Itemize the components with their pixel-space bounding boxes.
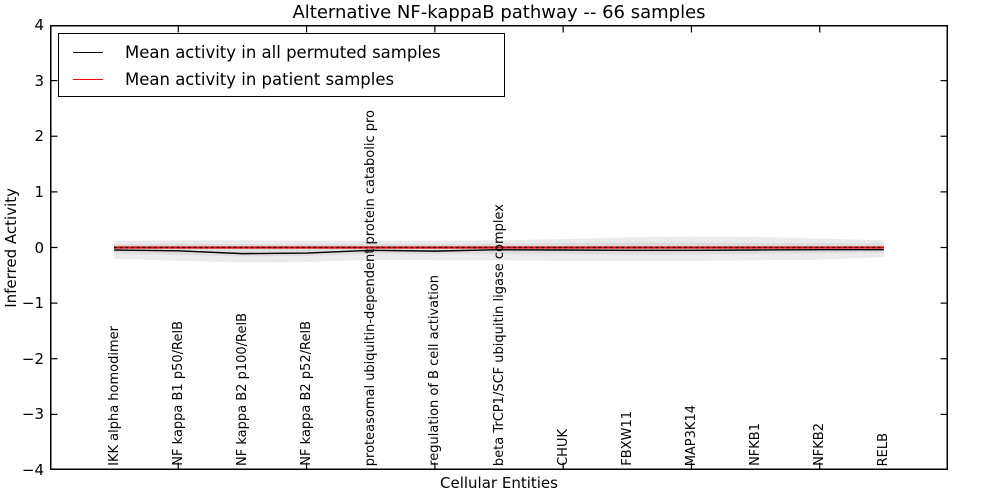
x-category-label: proteasomal ubiquitin-dependent protein … [363,109,379,466]
x-category-label: beta TrCP1/SCF ubiquitin ligase complex [491,203,507,466]
x-axis-label: Cellular Entities [440,474,558,492]
legend-label-permuted: Mean activity in all permuted samples [125,43,441,62]
x-category-label: NF kappa B2 p52/RelB [299,321,315,466]
y-tick-label: 4 [34,16,44,34]
y-tick-label: 0 [34,238,44,257]
x-category-label: MAP3K14 [683,404,699,466]
y-tick-label: −1 [21,294,44,313]
legend-line-sample-black [73,52,103,53]
legend-item-permuted: Mean activity in all permuted samples [59,39,504,66]
x-category-label: CHUK [555,429,571,466]
legend: Mean activity in all permuted samples Me… [58,33,505,97]
x-category-label: FBXW11 [619,411,635,466]
y-axis-label: Inferred Activity [2,187,20,308]
y-tick-label: 1 [34,182,44,201]
x-category-label: IKK alpha homodimer [106,326,122,466]
legend-line-sample-red [73,79,103,80]
y-tick-label: 3 [34,71,44,90]
legend-label-patient: Mean activity in patient samples [125,70,395,89]
y-tick-label: 2 [34,127,44,146]
y-axis-label-container: Inferred Activity [2,25,20,470]
chart-title: Alternative NF-kappaB pathway -- 66 samp… [292,2,706,23]
x-category-label: NFKB2 [812,423,828,466]
y-tick-label: −4 [21,461,44,479]
x-category-label: regulation of B cell activation [427,275,443,466]
mean-permuted-line [114,249,884,255]
y-tick-label: −2 [21,349,44,368]
x-category-label: NF kappa B1 p50/RelB [170,321,186,466]
plot-area [50,25,948,470]
legend-item-patient: Mean activity in patient samples [59,66,504,93]
y-tick-label: −3 [21,405,44,424]
plot-frame [50,25,948,470]
x-category-label: NFKB1 [748,423,764,466]
chart-canvas [50,25,948,470]
x-category-label: NF kappa B2 p100/RelB [234,313,250,466]
x-category-label: RELB [876,432,892,466]
